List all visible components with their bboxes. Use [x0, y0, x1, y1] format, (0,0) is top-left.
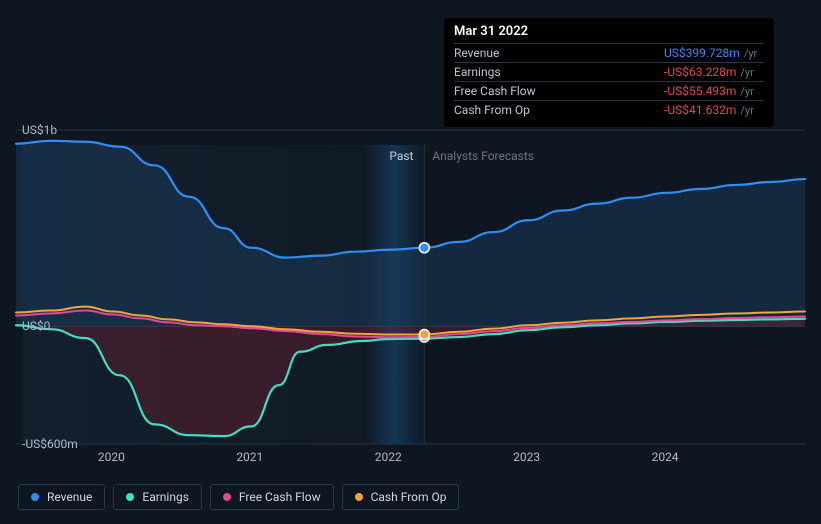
- legend-swatch: [31, 493, 39, 501]
- tooltip-row: Cash From Op-US$41.632m/yr: [454, 100, 764, 119]
- tooltip-row-unit: /yr: [740, 104, 753, 117]
- chart-tooltip: Mar 31 2022 RevenueUS$399.728m/yrEarning…: [444, 18, 774, 127]
- legend-item-revenue[interactable]: Revenue: [18, 484, 105, 510]
- y-axis-label: US$1b: [22, 123, 57, 137]
- x-axis-label: 2022: [375, 450, 402, 464]
- tooltip-row-value: -US$55.493m: [664, 84, 736, 98]
- forecast-label: Analysts Forecasts: [432, 149, 534, 163]
- y-axis-label: -US$600m: [22, 437, 78, 451]
- x-axis-label: 2024: [652, 450, 679, 464]
- tooltip-row-unit: /yr: [744, 47, 757, 60]
- legend-label: Earnings: [142, 490, 189, 504]
- legend-swatch: [126, 493, 134, 501]
- legend-item-cfo[interactable]: Cash From Op: [342, 484, 460, 510]
- tooltip-row-label: Earnings: [454, 65, 664, 79]
- tooltip-row-label: Revenue: [454, 46, 664, 60]
- past-label: Past: [389, 149, 413, 163]
- x-axis-label: 2021: [236, 450, 263, 464]
- tooltip-row: RevenueUS$399.728m/yr: [454, 43, 764, 62]
- tooltip-title: Mar 31 2022: [454, 24, 764, 39]
- legend-swatch: [355, 493, 363, 501]
- legend-item-fcf[interactable]: Free Cash Flow: [210, 484, 334, 510]
- financial-chart: US$1b US$0 -US$600m 2020 2021 2022 2023 2024 P…: [0, 0, 821, 524]
- tooltip-row-value: US$399.728m: [664, 46, 740, 60]
- tooltip-row-label: Free Cash Flow: [454, 84, 664, 98]
- chart-legend: Revenue Earnings Free Cash Flow Cash From O…: [18, 484, 459, 510]
- tooltip-row-unit: /yr: [740, 66, 753, 79]
- legend-item-earnings[interactable]: Earnings: [113, 484, 202, 510]
- tooltip-row: Earnings-US$63.228m/yr: [454, 62, 764, 81]
- legend-swatch: [223, 493, 231, 501]
- x-axis-label: 2020: [98, 450, 125, 464]
- tooltip-row-value: -US$41.632m: [664, 103, 736, 117]
- legend-label: Revenue: [47, 490, 92, 504]
- legend-label: Cash From Op: [371, 490, 447, 504]
- legend-label: Free Cash Flow: [239, 490, 321, 504]
- y-axis-label: US$0: [22, 319, 50, 333]
- tooltip-row-label: Cash From Op: [454, 103, 664, 117]
- tooltip-row: Free Cash Flow-US$55.493m/yr: [454, 81, 764, 100]
- tooltip-row-value: -US$63.228m: [664, 65, 736, 79]
- x-axis-label: 2023: [513, 450, 540, 464]
- tooltip-row-unit: /yr: [740, 85, 753, 98]
